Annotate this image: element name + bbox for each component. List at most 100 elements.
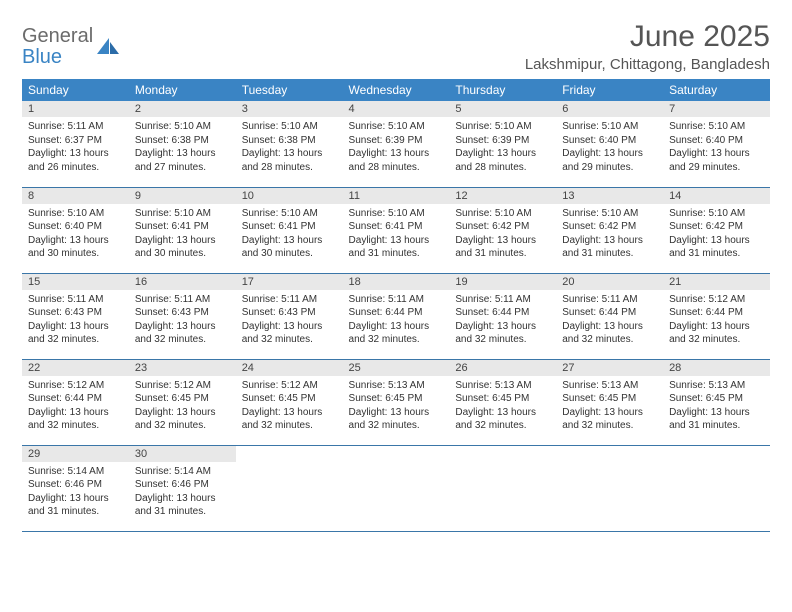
day-number: 2 (129, 101, 236, 117)
weekday-header: Wednesday (343, 79, 450, 101)
day-number: 15 (22, 274, 129, 290)
weekday-header: Thursday (449, 79, 556, 101)
day-number: 25 (343, 360, 450, 376)
day-number: 7 (663, 101, 770, 117)
calendar-cell: 2Sunrise: 5:10 AMSunset: 6:38 PMDaylight… (129, 101, 236, 187)
day-number: 13 (556, 188, 663, 204)
calendar-cell: 4Sunrise: 5:10 AMSunset: 6:39 PMDaylight… (343, 101, 450, 187)
day-number: 12 (449, 188, 556, 204)
day-number: 20 (556, 274, 663, 290)
calendar-cell: 12Sunrise: 5:10 AMSunset: 6:42 PMDayligh… (449, 187, 556, 273)
calendar-cell: 27Sunrise: 5:13 AMSunset: 6:45 PMDayligh… (556, 359, 663, 445)
calendar-body: 1Sunrise: 5:11 AMSunset: 6:37 PMDaylight… (22, 101, 770, 531)
day-number: 26 (449, 360, 556, 376)
day-details: Sunrise: 5:11 AMSunset: 6:37 PMDaylight:… (22, 117, 129, 179)
calendar-row: 29Sunrise: 5:14 AMSunset: 6:46 PMDayligh… (22, 445, 770, 531)
calendar-cell: 30Sunrise: 5:14 AMSunset: 6:46 PMDayligh… (129, 445, 236, 531)
month-title: June 2025 (525, 20, 770, 54)
day-details: Sunrise: 5:10 AMSunset: 6:39 PMDaylight:… (449, 117, 556, 179)
day-number: 8 (22, 188, 129, 204)
day-number: 28 (663, 360, 770, 376)
day-number: 19 (449, 274, 556, 290)
calendar-cell: 7Sunrise: 5:10 AMSunset: 6:40 PMDaylight… (663, 101, 770, 187)
calendar-cell: 20Sunrise: 5:11 AMSunset: 6:44 PMDayligh… (556, 273, 663, 359)
day-details: Sunrise: 5:10 AMSunset: 6:41 PMDaylight:… (129, 204, 236, 266)
day-details: Sunrise: 5:10 AMSunset: 6:41 PMDaylight:… (236, 204, 343, 266)
day-details: Sunrise: 5:11 AMSunset: 6:44 PMDaylight:… (343, 290, 450, 352)
day-details: Sunrise: 5:10 AMSunset: 6:42 PMDaylight:… (663, 204, 770, 266)
calendar-cell: 16Sunrise: 5:11 AMSunset: 6:43 PMDayligh… (129, 273, 236, 359)
day-number: 9 (129, 188, 236, 204)
day-details: Sunrise: 5:13 AMSunset: 6:45 PMDaylight:… (556, 376, 663, 438)
calendar-row: 1Sunrise: 5:11 AMSunset: 6:37 PMDaylight… (22, 101, 770, 187)
calendar-cell (343, 445, 450, 531)
calendar-cell (236, 445, 343, 531)
day-details: Sunrise: 5:14 AMSunset: 6:46 PMDaylight:… (22, 462, 129, 524)
day-details: Sunrise: 5:10 AMSunset: 6:40 PMDaylight:… (556, 117, 663, 179)
day-number: 23 (129, 360, 236, 376)
day-number: 17 (236, 274, 343, 290)
sail-icon (95, 36, 121, 58)
calendar-cell: 8Sunrise: 5:10 AMSunset: 6:40 PMDaylight… (22, 187, 129, 273)
calendar-table: Sunday Monday Tuesday Wednesday Thursday… (22, 79, 770, 532)
calendar-row: 8Sunrise: 5:10 AMSunset: 6:40 PMDaylight… (22, 187, 770, 273)
calendar-cell: 19Sunrise: 5:11 AMSunset: 6:44 PMDayligh… (449, 273, 556, 359)
calendar-cell: 26Sunrise: 5:13 AMSunset: 6:45 PMDayligh… (449, 359, 556, 445)
day-number: 14 (663, 188, 770, 204)
title-block: June 2025 Lakshmipur, Chittagong, Bangla… (525, 20, 770, 73)
calendar-cell: 21Sunrise: 5:12 AMSunset: 6:44 PMDayligh… (663, 273, 770, 359)
day-details: Sunrise: 5:12 AMSunset: 6:44 PMDaylight:… (663, 290, 770, 352)
calendar-cell: 17Sunrise: 5:11 AMSunset: 6:43 PMDayligh… (236, 273, 343, 359)
calendar-cell: 22Sunrise: 5:12 AMSunset: 6:44 PMDayligh… (22, 359, 129, 445)
header: General Blue June 2025 Lakshmipur, Chitt… (22, 20, 770, 73)
day-details: Sunrise: 5:10 AMSunset: 6:40 PMDaylight:… (663, 117, 770, 179)
day-number: 1 (22, 101, 129, 117)
calendar-cell: 3Sunrise: 5:10 AMSunset: 6:38 PMDaylight… (236, 101, 343, 187)
day-details: Sunrise: 5:13 AMSunset: 6:45 PMDaylight:… (663, 376, 770, 438)
day-number: 6 (556, 101, 663, 117)
calendar-row: 22Sunrise: 5:12 AMSunset: 6:44 PMDayligh… (22, 359, 770, 445)
calendar-cell: 14Sunrise: 5:10 AMSunset: 6:42 PMDayligh… (663, 187, 770, 273)
day-number: 10 (236, 188, 343, 204)
weekday-header: Monday (129, 79, 236, 101)
day-details: Sunrise: 5:11 AMSunset: 6:43 PMDaylight:… (22, 290, 129, 352)
day-details: Sunrise: 5:10 AMSunset: 6:38 PMDaylight:… (129, 117, 236, 179)
calendar-cell: 29Sunrise: 5:14 AMSunset: 6:46 PMDayligh… (22, 445, 129, 531)
day-number: 18 (343, 274, 450, 290)
calendar-cell: 15Sunrise: 5:11 AMSunset: 6:43 PMDayligh… (22, 273, 129, 359)
weekday-header: Saturday (663, 79, 770, 101)
day-details: Sunrise: 5:12 AMSunset: 6:45 PMDaylight:… (236, 376, 343, 438)
day-details: Sunrise: 5:11 AMSunset: 6:44 PMDaylight:… (556, 290, 663, 352)
day-number: 27 (556, 360, 663, 376)
day-details: Sunrise: 5:10 AMSunset: 6:42 PMDaylight:… (556, 204, 663, 266)
day-details: Sunrise: 5:14 AMSunset: 6:46 PMDaylight:… (129, 462, 236, 524)
calendar-cell (663, 445, 770, 531)
weekday-header: Sunday (22, 79, 129, 101)
calendar-row: 15Sunrise: 5:11 AMSunset: 6:43 PMDayligh… (22, 273, 770, 359)
logo-word-general: General (22, 25, 93, 47)
day-details: Sunrise: 5:10 AMSunset: 6:39 PMDaylight:… (343, 117, 450, 179)
calendar-cell: 23Sunrise: 5:12 AMSunset: 6:45 PMDayligh… (129, 359, 236, 445)
calendar-cell (556, 445, 663, 531)
day-details: Sunrise: 5:13 AMSunset: 6:45 PMDaylight:… (343, 376, 450, 438)
day-number: 24 (236, 360, 343, 376)
day-number: 21 (663, 274, 770, 290)
calendar-cell: 11Sunrise: 5:10 AMSunset: 6:41 PMDayligh… (343, 187, 450, 273)
day-details: Sunrise: 5:10 AMSunset: 6:42 PMDaylight:… (449, 204, 556, 266)
day-number: 22 (22, 360, 129, 376)
logo: General Blue (22, 20, 121, 68)
day-details: Sunrise: 5:10 AMSunset: 6:38 PMDaylight:… (236, 117, 343, 179)
day-number: 5 (449, 101, 556, 117)
day-number: 29 (22, 446, 129, 462)
day-details: Sunrise: 5:10 AMSunset: 6:40 PMDaylight:… (22, 204, 129, 266)
day-number: 11 (343, 188, 450, 204)
day-details: Sunrise: 5:12 AMSunset: 6:44 PMDaylight:… (22, 376, 129, 438)
calendar-cell: 24Sunrise: 5:12 AMSunset: 6:45 PMDayligh… (236, 359, 343, 445)
logo-word-blue: Blue (22, 46, 62, 68)
day-details: Sunrise: 5:11 AMSunset: 6:43 PMDaylight:… (129, 290, 236, 352)
weekday-header: Tuesday (236, 79, 343, 101)
day-number: 4 (343, 101, 450, 117)
day-details: Sunrise: 5:10 AMSunset: 6:41 PMDaylight:… (343, 204, 450, 266)
calendar-cell: 13Sunrise: 5:10 AMSunset: 6:42 PMDayligh… (556, 187, 663, 273)
day-details: Sunrise: 5:11 AMSunset: 6:43 PMDaylight:… (236, 290, 343, 352)
